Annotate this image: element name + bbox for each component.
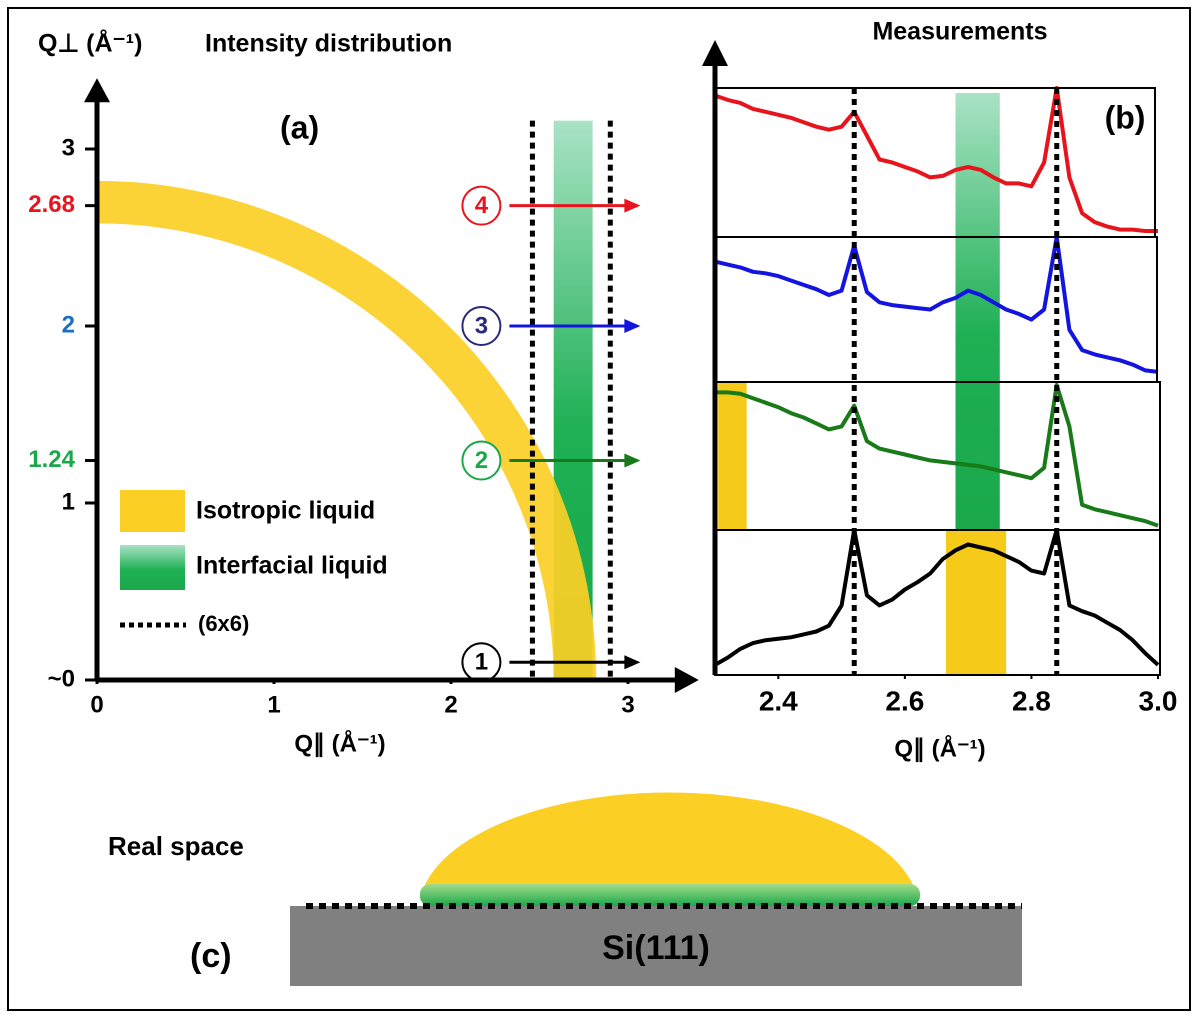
measurement-curve [714, 235, 1159, 374]
y-tick-label: 2 [62, 311, 75, 338]
legend-label: Interfacial liquid [196, 552, 388, 580]
y-tick-label: 1.24 [28, 446, 75, 473]
x-tick-label: 2.8 [1012, 685, 1051, 716]
axis-arrow [84, 78, 110, 103]
scan-circle [461, 185, 502, 226]
x-axis-label: Q∥ (Å⁻¹) [294, 729, 385, 757]
x-axis-label: Q∥ (Å⁻¹) [894, 734, 985, 762]
x-tick-label: 0 [90, 691, 103, 718]
scan-circle [461, 440, 502, 481]
y-tick-label: 3 [62, 134, 75, 161]
isotropic-ring [97, 180, 597, 681]
measurement-curve [714, 528, 1160, 667]
curve-frame [714, 529, 1161, 676]
interfacial-band [955, 93, 1000, 530]
y-tick-label: 2.68 [28, 191, 75, 218]
panel-c-title: Real space [108, 831, 244, 861]
panel-c-label: (c) [190, 937, 232, 975]
measurement-curve [714, 86, 1158, 233]
scan-label: 1 [475, 649, 488, 676]
measurement-curve [715, 383, 1159, 528]
frame [7, 7, 1191, 1011]
panel-b-title: Measurements [872, 18, 1047, 46]
arrow-head [624, 655, 641, 670]
y-axis-label: Q⊥ (Å⁻¹) [38, 29, 142, 58]
arrow-head [624, 319, 641, 333]
isotropic-band [718, 382, 747, 530]
curve-frame [714, 87, 1156, 238]
scan-label: 2 [475, 447, 488, 474]
arrow-head [624, 198, 641, 213]
x-tick-label: 3 [621, 691, 634, 718]
panel-a-label: (a) [280, 109, 319, 145]
x-tick-label: 1 [267, 691, 280, 718]
interfacial-layer [420, 884, 920, 906]
arrow-head [624, 453, 641, 468]
axis-arrow [702, 40, 728, 66]
panel-a-title: Intensity distribution [205, 30, 452, 58]
isotropic-band [945, 530, 1007, 675]
legend-swatch [120, 545, 185, 590]
x-tick-label: 2 [444, 691, 457, 718]
curve-frame [714, 236, 1158, 383]
y-tick-label: ~0 [48, 665, 75, 692]
substrate [290, 906, 1022, 986]
legend-label: Isotropic liquid [196, 497, 375, 525]
substrate-label: Si(111) [602, 929, 710, 967]
legend-swatch [120, 490, 185, 532]
scan-label: 4 [475, 192, 489, 219]
axis-arrow [674, 667, 699, 693]
x-tick-label: 2.6 [885, 685, 924, 716]
legend-label: (6x6) [198, 611, 249, 636]
x-tick-label: 2.4 [759, 685, 798, 716]
scan-circle [461, 306, 502, 346]
panel-b-label: (b) [1105, 99, 1146, 135]
y-tick-label: 1 [62, 488, 75, 515]
x-tick-label: 3.0 [1139, 685, 1178, 716]
scan-label: 3 [475, 312, 488, 339]
droplet [420, 792, 918, 900]
